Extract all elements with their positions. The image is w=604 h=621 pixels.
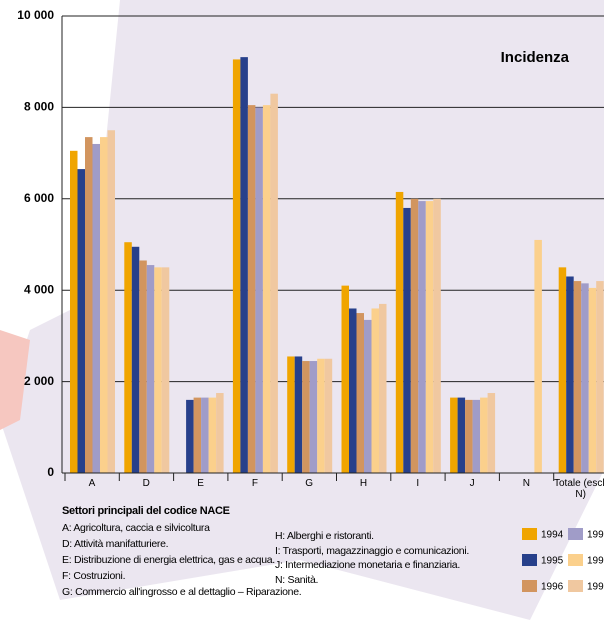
bar [107,130,115,473]
x-tick-label: N [522,478,530,489]
legend-swatch [568,554,583,566]
bar [146,265,155,473]
note-item: G: Commercio all'ingrosso e al dettaglio… [62,586,302,598]
bar [418,201,426,473]
x-tick-label: F [251,478,258,489]
bar [410,198,419,474]
bar [356,313,364,473]
bar [465,399,473,473]
bar [364,319,372,473]
legend-swatch [522,554,537,566]
legend-label: 1998 [587,556,604,567]
bar [425,201,434,473]
bar [161,267,170,473]
bar [255,107,263,474]
y-tick-label: 8 000 [24,100,54,114]
note-item: J: Intermediazione monetaria e finanziar… [275,559,460,571]
bar [287,356,295,473]
bar [403,207,411,473]
x-tick-label: H [359,478,368,489]
bar [193,397,202,473]
bar [247,105,256,474]
note-item: I: Trasporti, magazzinaggio e comunicazi… [275,544,469,557]
bar [186,399,194,473]
bar [324,358,333,473]
bar [201,397,209,473]
bar [77,169,85,473]
note-item: E: Distribuzione di energia elettrica, g… [62,554,275,566]
x-tick-label: A [88,478,96,489]
legend-swatch [522,580,537,592]
bar [371,308,379,473]
y-tick-label: 2 000 [24,374,54,388]
note-item: A: Agricoltura, caccia e silvicoltura [62,522,210,534]
bar [588,287,597,473]
x-tick-label: Totale (escl. N) [554,478,604,500]
bar [472,399,481,473]
x-tick-label: I [416,478,420,489]
y-tick-label: 10 000 [17,8,54,22]
annotation: Incidenza [501,49,570,66]
y-tick-label: 0 [47,465,54,479]
legend-label: 1999 [587,582,604,593]
bar [558,267,567,473]
bar [262,105,271,474]
bar [216,393,224,473]
bar [154,267,162,473]
bar [294,356,303,473]
bar [124,242,132,473]
bar [487,393,496,473]
bar [573,281,582,473]
x-tick-label: E [197,478,204,489]
bar [596,281,604,473]
y-tick-label: 4 000 [24,282,54,296]
bar [131,246,140,473]
bar [433,198,441,474]
bar [379,303,387,473]
bar [395,191,404,473]
bar [317,358,325,473]
bar [457,397,466,473]
bar [208,397,217,473]
bar [302,361,310,473]
bar [309,361,318,473]
bar [341,285,349,473]
bar [581,283,589,473]
bar [70,150,78,473]
bar [240,57,248,473]
bar [450,397,458,473]
note-item: F: Costruzioni. [62,570,126,582]
legend-swatch [568,528,583,540]
note-item: H: Alberghi e ristoranti. [275,530,374,542]
note-item: N: Sanità. [275,573,319,586]
legend-label: 1994 [541,530,564,541]
bar [100,137,108,474]
note-item: D: Attività manifatturiere. [62,538,169,550]
bar [139,260,147,473]
x-tick-label: D [142,478,150,489]
bar [480,397,488,473]
bar [349,308,357,473]
legend-label: 1997 [587,530,604,541]
legend-label: 1995 [541,556,564,567]
x-tick-label: J [469,478,475,489]
legend-swatch [522,528,537,540]
background-shape [0,330,30,430]
bar [534,239,542,473]
y-tick-label: 6 000 [24,191,54,205]
legend-label: 1996 [541,582,564,593]
bar [85,137,93,474]
x-tick-label: G [305,478,314,489]
legend-swatch [568,580,583,592]
notes-title: Settori principali del codice NACE [62,505,230,517]
bar [270,93,278,473]
bar [566,276,574,473]
bar [232,59,241,473]
bar [92,143,100,473]
